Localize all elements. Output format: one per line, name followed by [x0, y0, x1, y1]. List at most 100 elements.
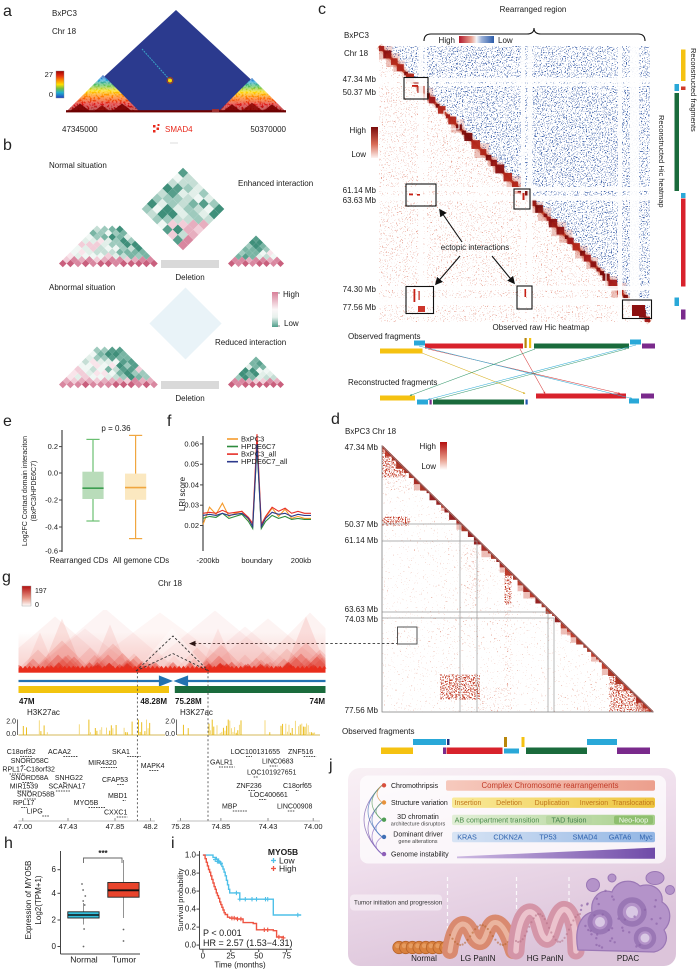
svg-text:KRAS: KRAS: [457, 833, 477, 842]
svg-text:H3K27ac: H3K27ac: [27, 708, 60, 717]
svg-text:74.03 Mb: 74.03 Mb: [345, 615, 379, 624]
svg-text:0.6: 0.6: [185, 887, 197, 896]
svg-text:0: 0: [49, 90, 53, 99]
svg-text:(BxPC3/HPDE6C7): (BxPC3/HPDE6C7): [31, 461, 38, 522]
svg-text:MBP: MBP: [222, 804, 238, 811]
svg-text:Tumor: Tumor: [112, 955, 136, 965]
svg-text:Complex Chromosome rearrangeme: Complex Chromosome rearrangements: [482, 781, 619, 790]
svg-text:CDKN2A: CDKN2A: [493, 833, 522, 842]
svg-text:LG PanIN: LG PanIN: [460, 954, 495, 963]
svg-text:3D chromatin: 3D chromatin: [397, 814, 439, 821]
svg-text:Reconstructed Hic heatmap: Reconstructed Hic heatmap: [657, 115, 666, 208]
svg-text:Chr 18: Chr 18: [158, 579, 183, 588]
svg-text:77.56 Mb: 77.56 Mb: [345, 706, 379, 715]
svg-text:architecture disruptors: architecture disruptors: [391, 822, 446, 828]
svg-text:63.63 Mb: 63.63 Mb: [345, 605, 379, 614]
svg-text:47.43: 47.43: [59, 822, 78, 831]
svg-text:Myc: Myc: [639, 833, 653, 842]
svg-text:BxPC3: BxPC3: [241, 435, 264, 444]
svg-text:47M: 47M: [19, 697, 35, 706]
svg-text:0.0: 0.0: [165, 731, 175, 738]
svg-text:C18orf32: C18orf32: [7, 749, 36, 756]
svg-text:77.56 Mb: 77.56 Mb: [343, 303, 377, 312]
svg-text:a: a: [3, 3, 12, 20]
svg-text:197: 197: [35, 588, 47, 595]
svg-text:LINC00908: LINC00908: [277, 804, 313, 811]
svg-text:61.14 Mb: 61.14 Mb: [343, 186, 377, 195]
svg-text:Abnormal situation: Abnormal situation: [49, 283, 115, 292]
svg-text:g: g: [2, 569, 11, 586]
svg-text:LRI score: LRI score: [178, 476, 187, 511]
svg-text:i: i: [171, 835, 175, 852]
svg-text:74.30 Mb: 74.30 Mb: [343, 285, 377, 294]
svg-text:SKA1: SKA1: [112, 749, 130, 756]
svg-text:SNORD58B: SNORD58B: [17, 792, 55, 799]
svg-text:SNHG22: SNHG22: [55, 775, 83, 782]
svg-text:Tumor initiation and progressi: Tumor initiation and progression: [354, 900, 443, 907]
svg-text:Low: Low: [421, 462, 436, 471]
svg-text:Genome instability: Genome instability: [391, 852, 449, 859]
svg-text:Observed raw Hic heatmap: Observed raw Hic heatmap: [493, 323, 590, 332]
svg-text:Neo-loop: Neo-loop: [619, 815, 648, 824]
svg-text:p = 0.36: p = 0.36: [101, 424, 131, 433]
svg-text:RPL17-C18orf32: RPL17-C18orf32: [2, 767, 55, 774]
svg-text:ZNF236: ZNF236: [236, 783, 261, 790]
svg-text:0.2: 0.2: [48, 442, 58, 451]
svg-text:BxPC3 Chr 18: BxPC3 Chr 18: [345, 427, 397, 436]
svg-text:74.85: 74.85: [212, 822, 231, 831]
svg-text:CFAP53: CFAP53: [102, 777, 128, 784]
svg-text:Observed fragments: Observed fragments: [348, 332, 420, 341]
svg-text:High: High: [350, 126, 366, 135]
svg-text:63.63 Mb: 63.63 Mb: [343, 196, 377, 205]
svg-text:27: 27: [45, 70, 53, 79]
svg-text:SMAD4: SMAD4: [165, 125, 193, 134]
svg-text:Dominant driver: Dominant driver: [393, 831, 443, 838]
svg-text:74.43: 74.43: [259, 822, 278, 831]
svg-text:0.04: 0.04: [184, 480, 199, 489]
svg-text:LOC100131655: LOC100131655: [231, 749, 281, 756]
svg-text:0: 0: [201, 952, 206, 961]
svg-text:MYO5B: MYO5B: [74, 800, 99, 807]
svg-text:Normal situation: Normal situation: [49, 161, 107, 170]
svg-text:47.34 Mb: 47.34 Mb: [343, 75, 377, 84]
svg-text:0: 0: [35, 602, 39, 609]
svg-text:ZNF516: ZNF516: [288, 749, 313, 756]
svg-text:-0.2: -0.2: [45, 496, 58, 505]
svg-text:25: 25: [226, 952, 235, 961]
svg-text:Enhanced interaction: Enhanced interaction: [238, 179, 313, 188]
svg-text:HPDE6C7_all: HPDE6C7_all: [241, 457, 288, 466]
svg-text:gene alterations: gene alterations: [398, 839, 437, 845]
svg-text:***: ***: [98, 849, 108, 858]
svg-text:0.0: 0.0: [48, 469, 58, 478]
svg-text:MIR4320: MIR4320: [88, 760, 117, 767]
svg-text:47.34 Mb: 47.34 Mb: [345, 443, 379, 452]
svg-text:f: f: [167, 413, 172, 430]
svg-text:47.00: 47.00: [13, 822, 32, 831]
svg-text:75: 75: [282, 952, 291, 961]
svg-text:Insertion: Insertion: [455, 800, 482, 807]
svg-text:Inversion: Inversion: [580, 800, 609, 807]
svg-text:Observed fragments: Observed fragments: [342, 727, 414, 736]
svg-text:HPDE6C7: HPDE6C7: [241, 442, 276, 451]
svg-text:High: High: [439, 36, 455, 45]
svg-text:0.0: 0.0: [185, 941, 197, 950]
svg-text:Log2FC Contact domain interaci: Log2FC Contact domain interaciton: [22, 436, 29, 546]
svg-text:SNORD58A: SNORD58A: [11, 775, 49, 782]
svg-text:50: 50: [254, 952, 263, 961]
svg-text:48.2: 48.2: [143, 822, 158, 831]
svg-text:Log2(TPM+1): Log2(TPM+1): [34, 875, 43, 924]
svg-text:GATA6: GATA6: [609, 833, 632, 842]
svg-text:Deletion: Deletion: [496, 800, 522, 807]
svg-text:P < 0.001: P < 0.001: [203, 928, 242, 938]
svg-text:0.02: 0.02: [184, 521, 199, 530]
svg-text:0.05: 0.05: [184, 460, 199, 469]
svg-text:-200kb: -200kb: [197, 556, 220, 565]
svg-text:Low: Low: [279, 856, 295, 866]
svg-text:Chr 18: Chr 18: [344, 49, 369, 58]
svg-text:0.06: 0.06: [184, 439, 199, 448]
svg-text:Rearranged CDs: Rearranged CDs: [50, 556, 109, 565]
svg-text:Deletion: Deletion: [175, 394, 204, 403]
svg-text:CXXC1: CXXC1: [104, 810, 127, 817]
svg-text:LOC101927651: LOC101927651: [247, 770, 297, 777]
svg-text:Normal: Normal: [70, 955, 98, 965]
